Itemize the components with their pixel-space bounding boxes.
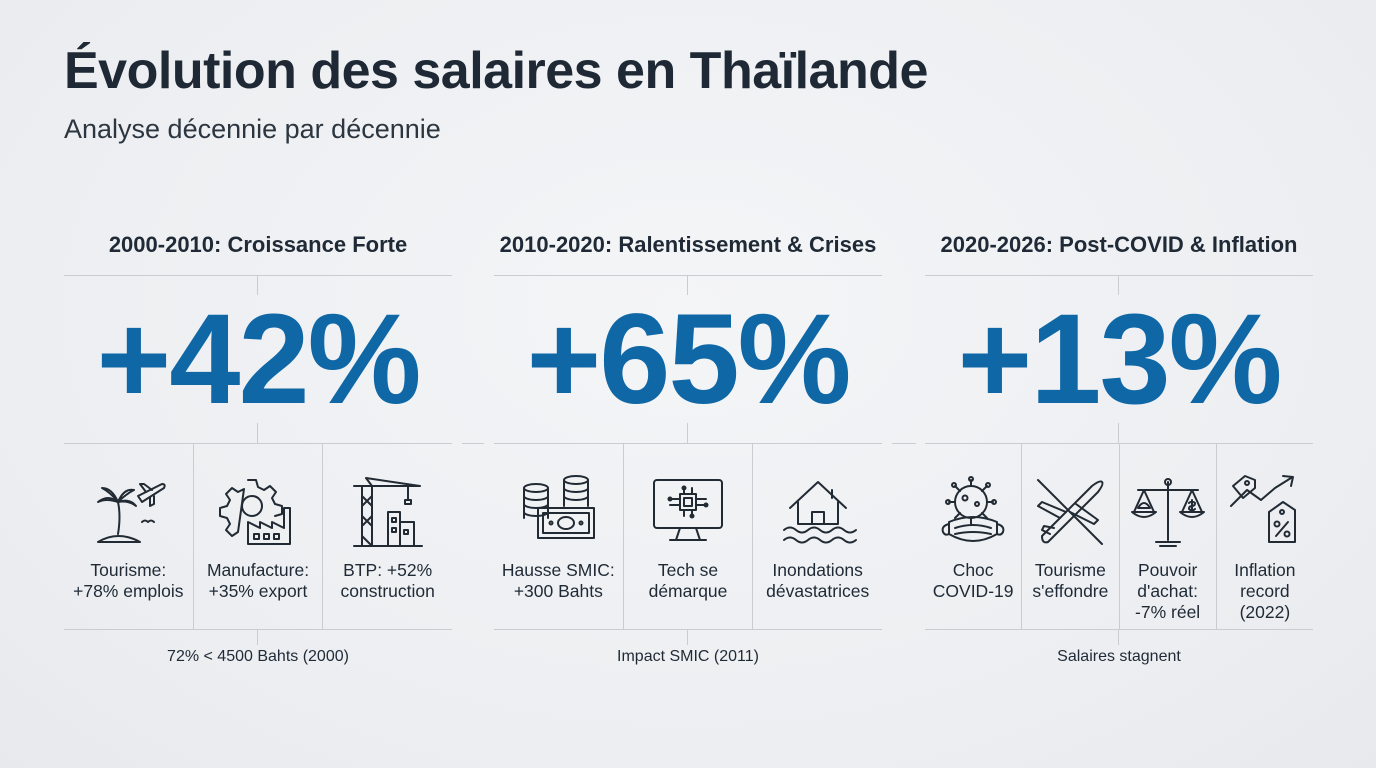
- factor-label: Tourisme s'effondre: [1032, 560, 1109, 601]
- divider-tick: [687, 423, 688, 443]
- factor-item: Tourisme: +78% emplois: [64, 444, 193, 629]
- divider: [494, 629, 882, 630]
- factor-label: Tourisme: +78% emplois: [73, 560, 184, 601]
- factor-item: BTP: +52% construction: [322, 444, 452, 629]
- factor-item: Pouvoir d'achat: -7% réel: [1118, 444, 1216, 629]
- coins-banknote-icon: [523, 475, 596, 539]
- page-subtitle: Analyse décennie par décennie: [64, 114, 441, 144]
- factor-item: Manufacture: +35% export: [192, 444, 323, 629]
- growth-value: +42%: [96, 288, 422, 431]
- period-2020-2026: 2020-2026: Post-COVID & Inflation +13% C…: [925, 224, 1313, 684]
- divider: [925, 443, 1313, 444]
- period-2010-2020: 2010-2020: Ralentissement & Crises +65% …: [494, 224, 882, 684]
- factor-item: Hausse SMIC: +300 Bahts: [494, 444, 623, 629]
- factor-item: Inflation record (2022): [1215, 444, 1313, 629]
- factor-label: Manufacture: +35% export: [206, 560, 310, 601]
- computer-chip-icon: [653, 479, 723, 541]
- crane-building-icon: [352, 477, 423, 547]
- factor-list: Hausse SMIC: +300 Bahts Tech se démarque: [494, 444, 882, 629]
- period-connector: [462, 443, 484, 444]
- factor-label: Choc COVID-19: [932, 560, 1014, 601]
- factor-label: Inondations dévastatrices: [766, 560, 870, 601]
- divider-tick: [257, 423, 258, 443]
- divider: [494, 443, 882, 444]
- period-note: 72% < 4500 Bahts (2000): [167, 648, 349, 665]
- divider-tick: [1118, 423, 1119, 443]
- flooded-house-icon: [782, 481, 857, 544]
- factor-list: Choc COVID-19 Tourisme s'effondre: [925, 444, 1313, 629]
- factor-item: Tech se démarque: [622, 444, 753, 629]
- factor-label: Tech se démarque: [648, 560, 728, 601]
- divider: [64, 275, 452, 276]
- period-note: Impact SMIC (2011): [617, 648, 759, 665]
- divider-tick: [687, 629, 688, 645]
- factor-item: Inondations dévastatrices: [752, 444, 882, 629]
- period-2000-2010: 2000-2010: Croissance Forte +42% Tourism…: [64, 224, 452, 684]
- factor-list: Tourisme: +78% emplois Manufacture: +35%…: [64, 444, 452, 629]
- factor-label: BTP: +52% construction: [340, 560, 435, 601]
- gear-factory-icon: [219, 479, 291, 545]
- virus-mask-icon: [941, 476, 1005, 542]
- divider-tick: [1118, 275, 1119, 295]
- divider-tick: [257, 275, 258, 295]
- palm-tree-airplane-icon: [97, 483, 166, 543]
- factor-item: Choc COVID-19: [925, 444, 1021, 629]
- divider-tick: [687, 275, 688, 295]
- crossed-airplane-icon: [1037, 479, 1104, 545]
- divider: [494, 275, 882, 276]
- period-title: 2010-2020: Ralentissement & Crises: [499, 232, 877, 257]
- balance-scale-icon: [1130, 478, 1205, 547]
- price-tag-arrow-icon: [1229, 475, 1296, 543]
- divider-tick: [257, 629, 258, 645]
- period-title: 2000-2010: Croissance Forte: [108, 232, 408, 257]
- divider-tick: [1118, 629, 1119, 645]
- period-note: Salaires stagnent: [1057, 648, 1181, 665]
- divider: [925, 275, 1313, 276]
- page-title: Évolution des salaires en Thaïlande: [64, 42, 928, 100]
- divider: [64, 629, 452, 630]
- growth-value: +65%: [526, 288, 852, 431]
- factor-item: Tourisme s'effondre: [1021, 444, 1118, 629]
- factor-label: Hausse SMIC: +300 Bahts: [501, 560, 615, 601]
- growth-value: +13%: [957, 288, 1283, 431]
- factor-label: Pouvoir d'achat: -7% réel: [1135, 560, 1201, 622]
- period-connector: [892, 443, 916, 444]
- divider: [925, 629, 1313, 630]
- period-title: 2020-2026: Post-COVID & Inflation: [940, 232, 1298, 257]
- divider: [64, 443, 452, 444]
- factor-label: Inflation record (2022): [1234, 560, 1296, 622]
